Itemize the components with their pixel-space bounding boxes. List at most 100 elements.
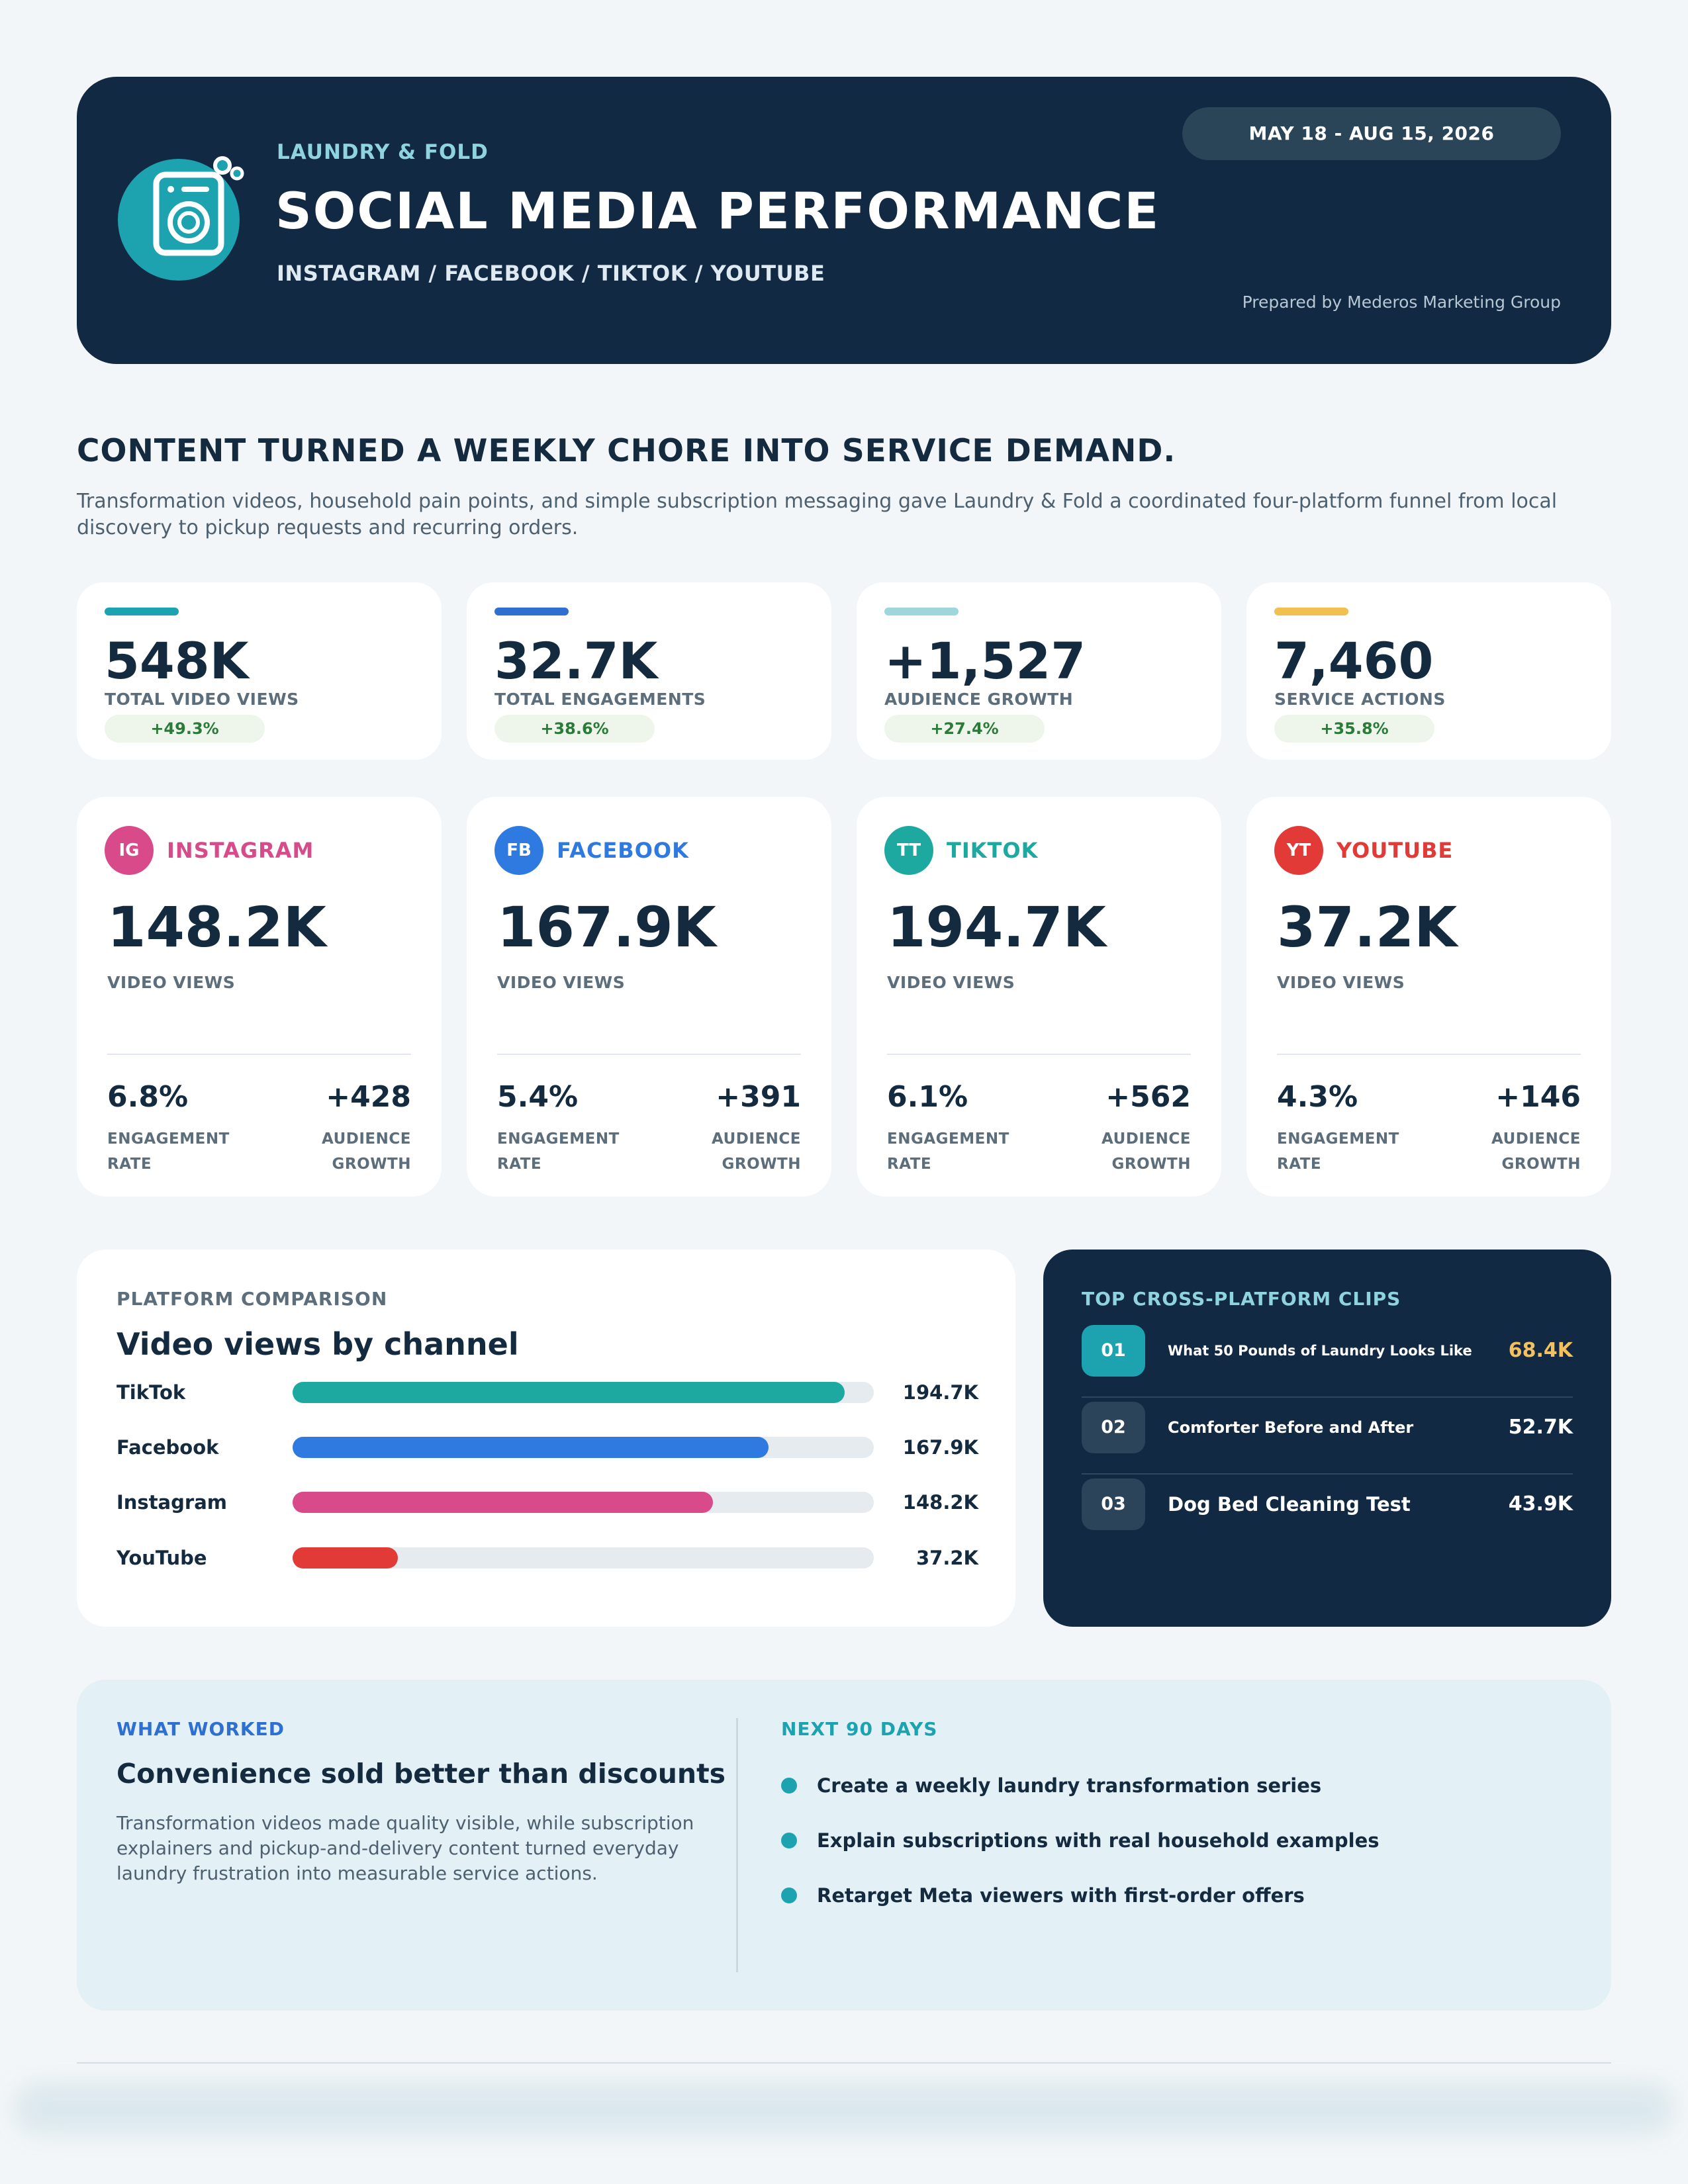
bar-value-label: 167.9K [902, 1436, 978, 1459]
chart-row: Facebook 167.9K [77, 1434, 1015, 1461]
insights-panel: WHAT WORKED Convenience sold better than… [77, 1680, 1611, 2011]
kpi-card-engagements: 32.7K TOTAL ENGAGEMENTS +38.6% [467, 582, 831, 760]
engagement-rate: 5.4% [497, 1080, 579, 1114]
kpi-accent-bar [494, 608, 569, 615]
clip-title: Comforter Before and After [1168, 1418, 1414, 1437]
brand-name: LAUNDRY & FOLD [277, 140, 489, 164]
clip-rank: 02 [1082, 1402, 1145, 1453]
next-step-text: Explain subscriptions with real househol… [817, 1829, 1380, 1852]
platform-name: INSTAGRAM [167, 838, 314, 863]
chart-title: Video views by channel [117, 1326, 519, 1362]
insights-divider [736, 1718, 738, 1972]
kpi-card-service-actions: 7,460 SERVICE ACTIONS +35.8% [1246, 582, 1611, 760]
audience-growth: +391 [716, 1080, 801, 1114]
bar-value-label: 37.2K [915, 1547, 978, 1569]
engagement-rate: 6.8% [107, 1080, 189, 1114]
kpi-label: AUDIENCE GROWTH [884, 690, 1074, 709]
audience-growth-label: AUDIENCE GROWTH [322, 1130, 411, 1173]
clips-kicker: TOP CROSS-PLATFORM CLIPS [1082, 1288, 1401, 1310]
clip-rank: 03 [1082, 1479, 1145, 1530]
bar-instagram [293, 1492, 713, 1513]
top-clips-panel: TOP CROSS-PLATFORM CLIPS 01 What 50 Poun… [1043, 1250, 1611, 1627]
engagement-rate-label: ENGAGEMENT RATE [887, 1130, 1009, 1173]
engagement-rate-label: ENGAGEMENT RATE [497, 1130, 620, 1173]
audience-growth: +428 [326, 1080, 411, 1114]
platform-name: FACEBOOK [557, 838, 689, 863]
chart-row: TikTok 194.7K [77, 1379, 1015, 1406]
chart-row: Instagram 148.2K [77, 1489, 1015, 1516]
bar-facebook [293, 1437, 769, 1458]
bar-track [293, 1437, 874, 1458]
card-divider [107, 1054, 411, 1055]
platform-views-label: VIDEO VIEWS [887, 973, 1015, 992]
next-step-text: Retarget Meta viewers with first-order o… [817, 1884, 1305, 1907]
platform-views-label: VIDEO VIEWS [107, 973, 236, 992]
audience-growth: +146 [1495, 1080, 1581, 1114]
report-header: LAUNDRY & FOLD SOCIAL MEDIA PERFORMANCE … [77, 77, 1611, 364]
intro-paragraph: Transformation videos, household pain po… [77, 490, 1558, 539]
bar-track [293, 1382, 874, 1403]
card-divider [497, 1054, 801, 1055]
engagement-rate-label: ENGAGEMENT RATE [107, 1130, 230, 1173]
clip-views: 52.7K [1508, 1416, 1573, 1439]
kpi-value: 32.7K [494, 631, 658, 690]
kpi-accent-bar [1274, 608, 1348, 615]
kpi-value: +1,527 [884, 631, 1086, 690]
youtube-icon: YT [1274, 826, 1323, 875]
bar-category-label: Facebook [117, 1436, 219, 1459]
clip-rank: 01 [1082, 1325, 1145, 1377]
clip-row: 01 What 50 Pounds of Laundry Looks Like … [1082, 1325, 1573, 1377]
card-divider [1277, 1054, 1581, 1055]
kpi-card-audience-growth: +1,527 AUDIENCE GROWTH +27.4% [857, 582, 1221, 760]
kpi-card-video-views: 548K TOTAL VIDEO VIEWS +49.3% [77, 582, 442, 760]
footer-rule [77, 2062, 1611, 2064]
platform-card-instagram: IG INSTAGRAM 148.2K VIDEO VIEWS 6.8% +42… [77, 797, 442, 1197]
kpi-delta-badge: +38.6% [494, 715, 655, 743]
bar-category-label: TikTok [117, 1381, 186, 1404]
bar-youtube [293, 1547, 399, 1569]
bar-category-label: Instagram [117, 1491, 227, 1514]
what-worked-title: Convenience sold better than discounts [117, 1758, 726, 1790]
bullet-dot-icon [781, 1833, 797, 1848]
bar-track [293, 1492, 874, 1513]
platform-list: INSTAGRAM / FACEBOOK / TIKTOK / YOUTUBE [277, 261, 825, 286]
engagement-rate: 6.1% [887, 1080, 968, 1114]
kpi-accent-bar [884, 608, 959, 615]
what-worked-kicker: WHAT WORKED [117, 1718, 285, 1740]
engagement-rate-label: ENGAGEMENT RATE [1277, 1130, 1399, 1173]
tiktok-icon: TT [884, 826, 933, 875]
facebook-icon: FB [494, 826, 543, 875]
audience-growth-label: AUDIENCE GROWTH [1102, 1130, 1191, 1173]
kpi-delta-badge: +49.3% [105, 715, 265, 743]
kpi-label: TOTAL VIDEO VIEWS [105, 690, 299, 709]
kpi-label: SERVICE ACTIONS [1274, 690, 1446, 709]
kpi-delta-badge: +35.8% [1274, 715, 1434, 743]
clip-title: Dog Bed Cleaning Test [1168, 1493, 1411, 1516]
clip-views: 43.9K [1508, 1492, 1573, 1516]
platform-name: YOUTUBE [1336, 838, 1454, 863]
platform-name: TIKTOK [947, 838, 1039, 863]
chart-row: YouTube 37.2K [77, 1545, 1015, 1571]
report-page: LAUNDRY & FOLD SOCIAL MEDIA PERFORMANCE … [77, 77, 1611, 2064]
chart-kicker: PLATFORM COMPARISON [117, 1288, 388, 1310]
bar-track [293, 1547, 874, 1569]
audience-growth-label: AUDIENCE GROWTH [1491, 1130, 1581, 1173]
audience-growth: +562 [1105, 1080, 1191, 1114]
bar-value-label: 148.2K [902, 1491, 978, 1514]
platform-card-youtube: YT YOUTUBE 37.2K VIDEO VIEWS 4.3% +146 E… [1246, 797, 1611, 1197]
kpi-label: TOTAL ENGAGEMENTS [494, 690, 706, 709]
section-headline: CONTENT TURNED A WEEKLY CHORE INTO SERVI… [77, 433, 1176, 469]
kpi-accent-bar [105, 608, 179, 615]
washing-machine-icon [153, 156, 244, 256]
clip-row: 03 Dog Bed Cleaning Test 43.9K [1082, 1479, 1573, 1530]
platform-card-tiktok: TT TIKTOK 194.7K VIDEO VIEWS 6.1% +562 E… [857, 797, 1221, 1197]
audience-growth-label: AUDIENCE GROWTH [712, 1130, 801, 1173]
clip-title: What 50 Pounds of Laundry Looks Like [1168, 1343, 1472, 1359]
platform-views-label: VIDEO VIEWS [1277, 973, 1405, 992]
next-90-days-kicker: NEXT 90 DAYS [781, 1718, 938, 1740]
bullet-dot-icon [781, 1888, 797, 1903]
prepared-by: Prepared by Mederos Marketing Group [1242, 293, 1561, 312]
kpi-delta-badge: +27.4% [884, 715, 1045, 743]
report-title: SOCIAL MEDIA PERFORMANCE [275, 181, 1160, 240]
clip-divider [1082, 1396, 1573, 1398]
